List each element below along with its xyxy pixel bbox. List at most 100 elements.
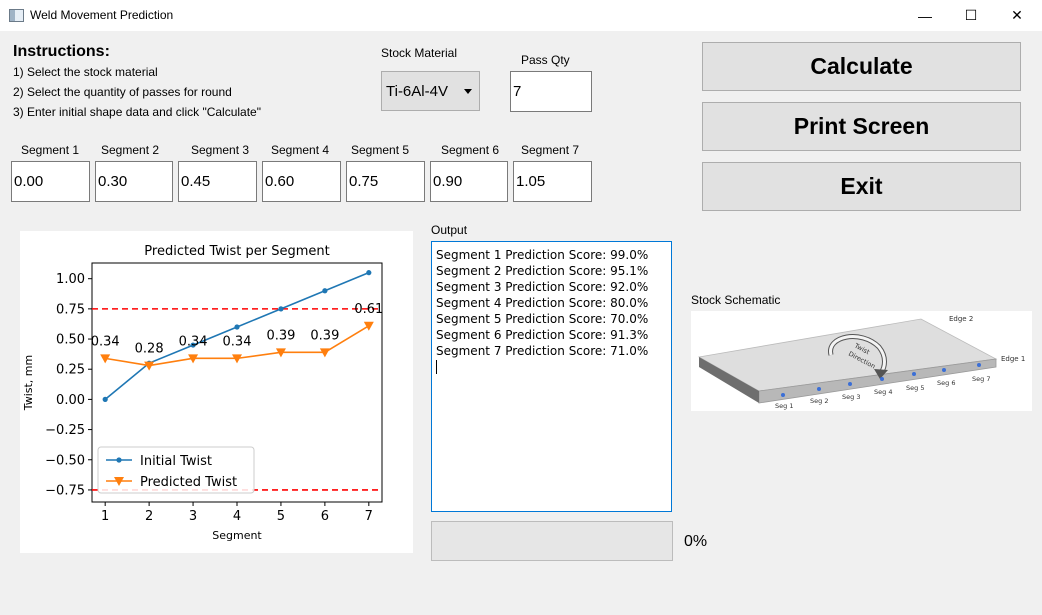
segment-3-label: Segment 3 xyxy=(191,143,250,157)
seg-label: Seg 4 xyxy=(874,388,892,396)
segment-7-input[interactable]: 1.05 xyxy=(513,161,592,202)
segment-3-input[interactable]: 0.45 xyxy=(178,161,257,202)
data-point xyxy=(232,354,242,364)
segment-7-label: Segment 7 xyxy=(521,143,580,157)
segment-dot xyxy=(942,368,946,372)
output-line: Segment 6 Prediction Score: 91.3% xyxy=(436,328,649,342)
legend-label: Initial Twist xyxy=(140,454,212,469)
segment-dot xyxy=(781,393,785,397)
segment-1-label: Segment 1 xyxy=(21,143,80,157)
data-point xyxy=(100,354,111,364)
stock-schematic-label: Stock Schematic xyxy=(691,293,781,307)
segment-dot xyxy=(880,377,884,381)
x-tick-label: 6 xyxy=(321,509,329,524)
segment-dot xyxy=(977,363,981,367)
x-tick-label: 7 xyxy=(365,509,373,524)
seg-label: Seg 2 xyxy=(810,397,828,405)
data-point xyxy=(190,342,196,348)
data-label: 0.34 xyxy=(223,334,252,349)
segment-2-label: Segment 2 xyxy=(101,143,160,157)
stock-schematic-image: Twist Direction Edge 2 Edge 1 Seg 1 Seg … xyxy=(691,311,1032,411)
seg-label: Seg 6 xyxy=(937,379,955,387)
data-point xyxy=(275,348,286,358)
x-tick-label: 3 xyxy=(189,509,197,524)
data-label: 0.39 xyxy=(266,328,295,343)
calculate-button[interactable]: Calculate xyxy=(702,42,1021,91)
segment-6-label: Segment 6 xyxy=(441,143,500,157)
data-label: 0.28 xyxy=(135,342,164,357)
instructions-heading: Instructions: xyxy=(13,43,110,60)
data-label: 0.61 xyxy=(354,302,383,317)
segment-dot xyxy=(817,387,821,391)
y-tick-label: 1.00 xyxy=(56,272,85,287)
app-icon xyxy=(9,9,24,22)
twist-arrow-head xyxy=(874,369,888,379)
output-line: Segment 2 Prediction Score: 95.1% xyxy=(436,264,649,278)
data-label: 0.34 xyxy=(179,334,208,349)
y-tick-label: 0.00 xyxy=(56,393,85,408)
print-screen-button[interactable]: Print Screen xyxy=(702,102,1021,151)
title-bar: Weld Movement Prediction — ☐ ✕ xyxy=(0,0,1042,31)
edge-1-label: Edge 1 xyxy=(1001,355,1025,363)
plate-side-face xyxy=(699,357,759,403)
stock-schematic-drawing: Twist Direction Edge 2 Edge 1 Seg 1 Seg … xyxy=(697,315,1025,410)
data-point xyxy=(319,348,330,358)
chevron-down-icon xyxy=(464,89,472,94)
segment-4-input[interactable]: 0.60 xyxy=(262,161,341,202)
maximize-button[interactable]: ☐ xyxy=(964,7,978,23)
legend-marker xyxy=(116,457,122,463)
segment-2-input[interactable]: 0.30 xyxy=(95,161,173,202)
progress-percent: 0% xyxy=(684,533,708,550)
data-label: 0.34 xyxy=(91,334,120,349)
legend-label: Predicted Twist xyxy=(140,475,237,490)
minimize-button[interactable]: — xyxy=(918,7,932,24)
instruction-step-1: 1) Select the stock material xyxy=(13,65,158,79)
pass-qty-input[interactable]: 7 xyxy=(510,71,592,112)
segment-4-label: Segment 4 xyxy=(271,143,330,157)
x-tick-label: 5 xyxy=(277,509,285,524)
data-point xyxy=(322,288,328,294)
data-point xyxy=(102,396,108,402)
segment-6-input[interactable]: 0.90 xyxy=(430,161,508,202)
stock-material-value: Ti-6Al-4V xyxy=(386,82,448,100)
x-tick-label: 4 xyxy=(233,509,241,524)
seg-label: Seg 7 xyxy=(972,375,990,383)
window-title: Weld Movement Prediction xyxy=(30,8,174,22)
segment-dot xyxy=(848,382,852,386)
edge-2-label: Edge 2 xyxy=(949,315,973,323)
y-tick-label: −0.75 xyxy=(45,483,85,498)
output-textarea[interactable]: Segment 1 Prediction Score: 99.0% Segmen… xyxy=(431,241,672,512)
twist-chart-panel: Predicted Twist per Segment 1.00 0.75 0.50 0… xyxy=(20,231,413,553)
segment-5-input[interactable]: 0.75 xyxy=(346,161,425,202)
segment-dot xyxy=(912,372,916,376)
exit-button[interactable]: Exit xyxy=(702,162,1021,211)
output-line: Segment 7 Prediction Score: 71.0% xyxy=(436,344,649,358)
stock-material-select[interactable]: Ti-6Al-4V xyxy=(381,71,480,111)
close-button[interactable]: ✕ xyxy=(1011,7,1023,23)
output-line: Segment 4 Prediction Score: 80.0% xyxy=(436,296,649,310)
y-tick-label: 0.50 xyxy=(56,333,85,348)
y-tick-label: 0.75 xyxy=(56,302,85,317)
y-axis-label: Twist, mm xyxy=(22,355,35,411)
output-line: Segment 1 Prediction Score: 99.0% xyxy=(436,248,649,262)
data-point xyxy=(363,321,374,331)
y-tick-label: −0.25 xyxy=(45,423,85,438)
text-caret xyxy=(436,360,437,374)
output-label: Output xyxy=(431,223,468,237)
data-point xyxy=(366,270,372,276)
seg-label: Seg 5 xyxy=(906,384,924,392)
data-point xyxy=(234,324,240,330)
y-tick-label: −0.50 xyxy=(45,453,85,468)
segment-5-label: Segment 5 xyxy=(351,143,410,157)
segment-1-input[interactable]: 0.00 xyxy=(11,161,90,202)
progress-bar xyxy=(431,521,673,561)
x-axis-label: Segment xyxy=(212,529,262,542)
output-line: Segment 5 Prediction Score: 70.0% xyxy=(436,312,649,326)
data-point xyxy=(144,361,155,371)
pass-qty-label: Pass Qty xyxy=(521,53,570,67)
data-point xyxy=(188,354,199,364)
legend-box xyxy=(97,446,255,494)
output-line: Segment 3 Prediction Score: 92.0% xyxy=(436,280,649,294)
data-point xyxy=(278,306,284,312)
data-label: 0.39 xyxy=(310,328,339,343)
